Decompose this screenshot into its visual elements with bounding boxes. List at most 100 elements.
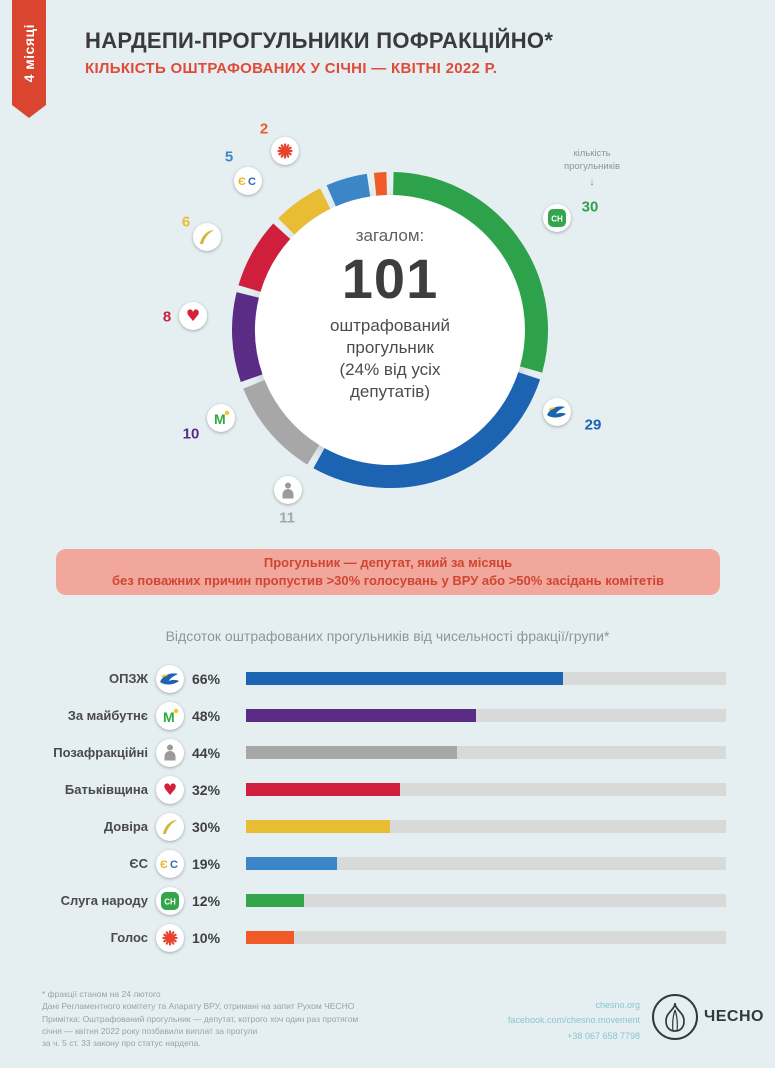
- svg-text:С: С: [248, 176, 256, 188]
- faction-label: За майбутнє: [67, 708, 148, 723]
- faction-icon-slot: СН: [156, 886, 184, 915]
- bar-track: [246, 746, 726, 759]
- bar-row: Позафракційні 44%: [6, 734, 768, 771]
- bar-row: Довіра 30%: [6, 808, 768, 845]
- bar-row: Голос 10%: [6, 919, 768, 956]
- donut-total-value: 101: [341, 247, 439, 310]
- footnote-line: січня — квітня 2022 року позбавили випла…: [42, 1025, 258, 1036]
- donut-segment: [278, 188, 331, 235]
- bar-fill: [246, 820, 390, 833]
- bar-track: [246, 672, 726, 685]
- bar-fill: [246, 783, 400, 796]
- footer-contacts: chesno.org facebook.com/chesno.movement …: [420, 998, 640, 1044]
- donut-segment: [326, 173, 371, 207]
- donut-segment: [392, 172, 548, 373]
- ribbon-4-months: 4 місяці: [12, 0, 46, 118]
- donut-segment: [238, 223, 291, 293]
- chesno-garlic-icon: [652, 994, 698, 1040]
- faction-label: Батьківщина: [64, 782, 148, 797]
- count-note: кількість прогульників ↓: [532, 136, 652, 202]
- svg-text:СН: СН: [164, 897, 176, 906]
- definition-banner: Прогульник — депутат, який за місяць без…: [56, 549, 720, 595]
- donut-value-label: 2: [259, 120, 269, 138]
- donut-value-label: 29: [584, 416, 602, 434]
- donut-center-text: загалом: 101 оштрафований прогульник (24…: [290, 226, 490, 403]
- donut-total-label: загалом:: [355, 226, 425, 245]
- bar-fill: [246, 894, 304, 907]
- website-link[interactable]: chesno.org: [595, 1000, 640, 1010]
- percent-value: 19%: [192, 855, 221, 872]
- faction-icon-slot: [156, 664, 184, 693]
- footnote-line: за ч. 5 ст. 33 закону про статус нардепа…: [42, 1038, 201, 1049]
- donut-ring: [232, 172, 548, 488]
- svg-text:Є: Є: [160, 859, 168, 871]
- svg-text:С: С: [170, 859, 178, 871]
- faction-label: ОПЗЖ: [108, 671, 148, 686]
- donut-value-label: 6: [181, 213, 191, 231]
- sluha-narodu-badge-icon: СН: [543, 204, 571, 232]
- bar-fill: [246, 857, 338, 870]
- percent-value: 44%: [192, 744, 221, 761]
- batkivshchyna-heart-icon: ♥: [156, 775, 184, 804]
- nonaffiliated-person-icon: [274, 476, 302, 504]
- down-arrow-icon: ↓: [589, 176, 595, 189]
- page-subtitle: КІЛЬКІСТЬ ОШТРАФОВАНИХ У СІЧНІ — КВІТНІ …: [85, 60, 498, 77]
- faction-label: ЄС: [129, 856, 148, 871]
- svg-text:М: М: [214, 411, 226, 427]
- za-maibutne-m-icon: М: [156, 701, 184, 730]
- donut-value-label: 10: [182, 425, 200, 443]
- opzh-dove-icon: [156, 664, 184, 693]
- faction-icon-slot: [156, 812, 184, 841]
- facebook-link[interactable]: facebook.com/chesno.movement: [507, 1015, 640, 1026]
- ribbon-label: 4 місяці: [21, 23, 37, 83]
- sluha-narodu-badge-icon: СН: [156, 886, 184, 915]
- percent-value: 48%: [192, 707, 221, 724]
- bar-fill: [246, 746, 458, 759]
- donut-segment: [313, 372, 541, 488]
- faction-label: Слуга народу: [60, 893, 148, 908]
- page-title: НАРДЕПИ-ПРОГУЛЬНИКИ ПОФРАКЦІЙНО*: [85, 28, 554, 53]
- percent-value: 12%: [192, 892, 221, 909]
- percent-value: 32%: [192, 781, 221, 798]
- bar-row: За майбутнє М 48%: [6, 697, 768, 734]
- donut-hole: [255, 195, 525, 465]
- faction-label: Довіра: [103, 819, 148, 834]
- footer-notes: * фракції станом на 24 лютого Дані Регла…: [42, 988, 358, 1050]
- faction-label: Голос: [110, 930, 148, 945]
- za-maibutne-m-icon: М: [207, 404, 235, 432]
- donut-segment: [232, 292, 263, 382]
- footnote-line: Примітка: Оштрафований прогульник — депу…: [42, 1013, 359, 1024]
- faction-icon-slot: ♥: [156, 775, 184, 804]
- bar-chart-title: Відсоток оштрафованих прогульників від ч…: [165, 628, 610, 644]
- footnote-line: Дані Регламентного комітету та Апарату В…: [42, 1001, 355, 1012]
- percent-value: 10%: [192, 929, 221, 946]
- bar-fill: [246, 709, 477, 722]
- faction-icon-slot: М: [156, 701, 184, 730]
- donut-value-label: 11: [279, 509, 295, 527]
- definition-line-2: без поважних причин пропустив >30% голос…: [112, 573, 664, 588]
- nonaffiliated-person-icon: [156, 738, 184, 767]
- bar-track: [246, 709, 726, 722]
- footnote-line: * фракції станом на 24 лютого: [42, 989, 161, 999]
- bar-track: [246, 857, 726, 870]
- donut-segment: [373, 172, 388, 196]
- bar-track: [246, 894, 726, 907]
- bar-track: [246, 931, 726, 944]
- svg-text:СН: СН: [551, 215, 563, 224]
- phone-number: +38 067 658 7798: [567, 1030, 640, 1041]
- percent-value: 66%: [192, 670, 221, 687]
- donut-value-label: 5: [224, 148, 234, 166]
- dovira-feather-icon: [193, 223, 221, 251]
- dovira-feather-icon: [156, 812, 184, 841]
- donut-segment: [243, 379, 320, 465]
- holos-burst-icon: [271, 137, 299, 165]
- definition-line-1: Прогульник — депутат, який за місяць: [263, 554, 513, 570]
- chesno-logo-text: ЧЕСНО: [704, 1008, 764, 1025]
- bar-track: [246, 783, 726, 796]
- bar-row: Батьківщина ♥ 32%: [6, 771, 768, 808]
- donut-total-description: оштрафований прогульник (24% від усіх де…: [330, 315, 450, 402]
- bar-chart: ОПЗЖ 66% За майбутнє М 48% Позафракційні…: [6, 660, 768, 956]
